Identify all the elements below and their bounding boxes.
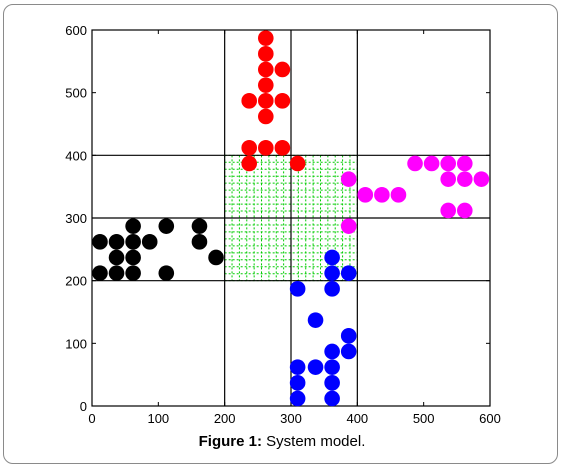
- x-tick-label: 200: [214, 411, 236, 426]
- data-point: [108, 249, 125, 266]
- data-point: [191, 218, 208, 234]
- data-point: [340, 218, 357, 234]
- x-tick-label: 500: [413, 411, 435, 426]
- system-model-chart: 0 100 200 300 400 500 600 0 100 200 300 400 500 600: [65, 23, 501, 426]
- y-tick-label: 100: [65, 336, 87, 351]
- data-point: [456, 171, 473, 187]
- data-point: [456, 155, 473, 172]
- data-point: [289, 375, 306, 391]
- data-point: [324, 359, 340, 375]
- data-point: [125, 249, 141, 266]
- data-point: [340, 265, 357, 281]
- data-point: [289, 359, 306, 375]
- data-point: [257, 46, 274, 62]
- data-point: [92, 234, 108, 250]
- data-point: [125, 265, 141, 281]
- y-tick-label: 300: [65, 211, 87, 226]
- figure-caption: Figure 1: System model.: [0, 433, 564, 450]
- data-point: [92, 265, 108, 281]
- data-point: [257, 61, 274, 78]
- data-point: [374, 187, 390, 203]
- data-point: [440, 202, 457, 219]
- data-point: [324, 390, 340, 407]
- data-point: [125, 234, 141, 250]
- data-point: [257, 108, 274, 125]
- data-point: [274, 93, 291, 109]
- data-point: [423, 155, 440, 172]
- data-point: [440, 155, 457, 172]
- x-tick-label: 400: [346, 411, 368, 426]
- data-point: [274, 140, 291, 156]
- data-point: [257, 30, 274, 46]
- data-point: [289, 281, 306, 297]
- data-point: [158, 265, 175, 281]
- data-point: [324, 343, 340, 360]
- y-tick-label: 0: [80, 399, 87, 414]
- data-point: [340, 171, 357, 187]
- data-point: [257, 93, 274, 109]
- data-point: [456, 202, 473, 219]
- data-point: [324, 281, 340, 297]
- data-point: [340, 343, 357, 360]
- data-point: [158, 218, 175, 234]
- data-point: [257, 140, 274, 156]
- data-point: [191, 234, 208, 250]
- data-point: [307, 312, 324, 328]
- x-tick-label: 100: [147, 411, 169, 426]
- data-point: [340, 328, 357, 344]
- y-tick-label: 600: [65, 23, 87, 38]
- data-point: [208, 249, 224, 266]
- data-point: [324, 249, 340, 266]
- data-point: [307, 359, 324, 375]
- data-point: [274, 61, 291, 78]
- data-point: [324, 265, 340, 281]
- data-point: [440, 171, 457, 187]
- data-point: [289, 390, 306, 407]
- y-tick-label: 200: [65, 274, 87, 289]
- data-point: [241, 93, 258, 109]
- data-point: [108, 234, 125, 250]
- data-point: [241, 140, 258, 156]
- caption-text: System model.: [266, 433, 366, 450]
- figure-frame: [3, 4, 558, 464]
- data-point: [324, 375, 340, 391]
- data-point: [241, 155, 258, 172]
- data-point: [407, 155, 423, 172]
- data-point: [257, 77, 274, 93]
- y-tick-label: 400: [65, 148, 87, 163]
- data-point: [125, 218, 141, 234]
- data-point: [108, 265, 125, 281]
- x-tick-label: 0: [88, 411, 95, 426]
- y-tick-label: 500: [65, 86, 87, 101]
- data-point: [390, 187, 407, 203]
- data-point: [141, 234, 158, 250]
- data-point: [289, 155, 306, 172]
- caption-label: Figure 1:: [198, 433, 262, 450]
- x-tick-label: 600: [479, 411, 501, 426]
- data-point: [357, 187, 374, 203]
- data-point: [473, 171, 490, 187]
- x-tick-label: 300: [280, 411, 302, 426]
